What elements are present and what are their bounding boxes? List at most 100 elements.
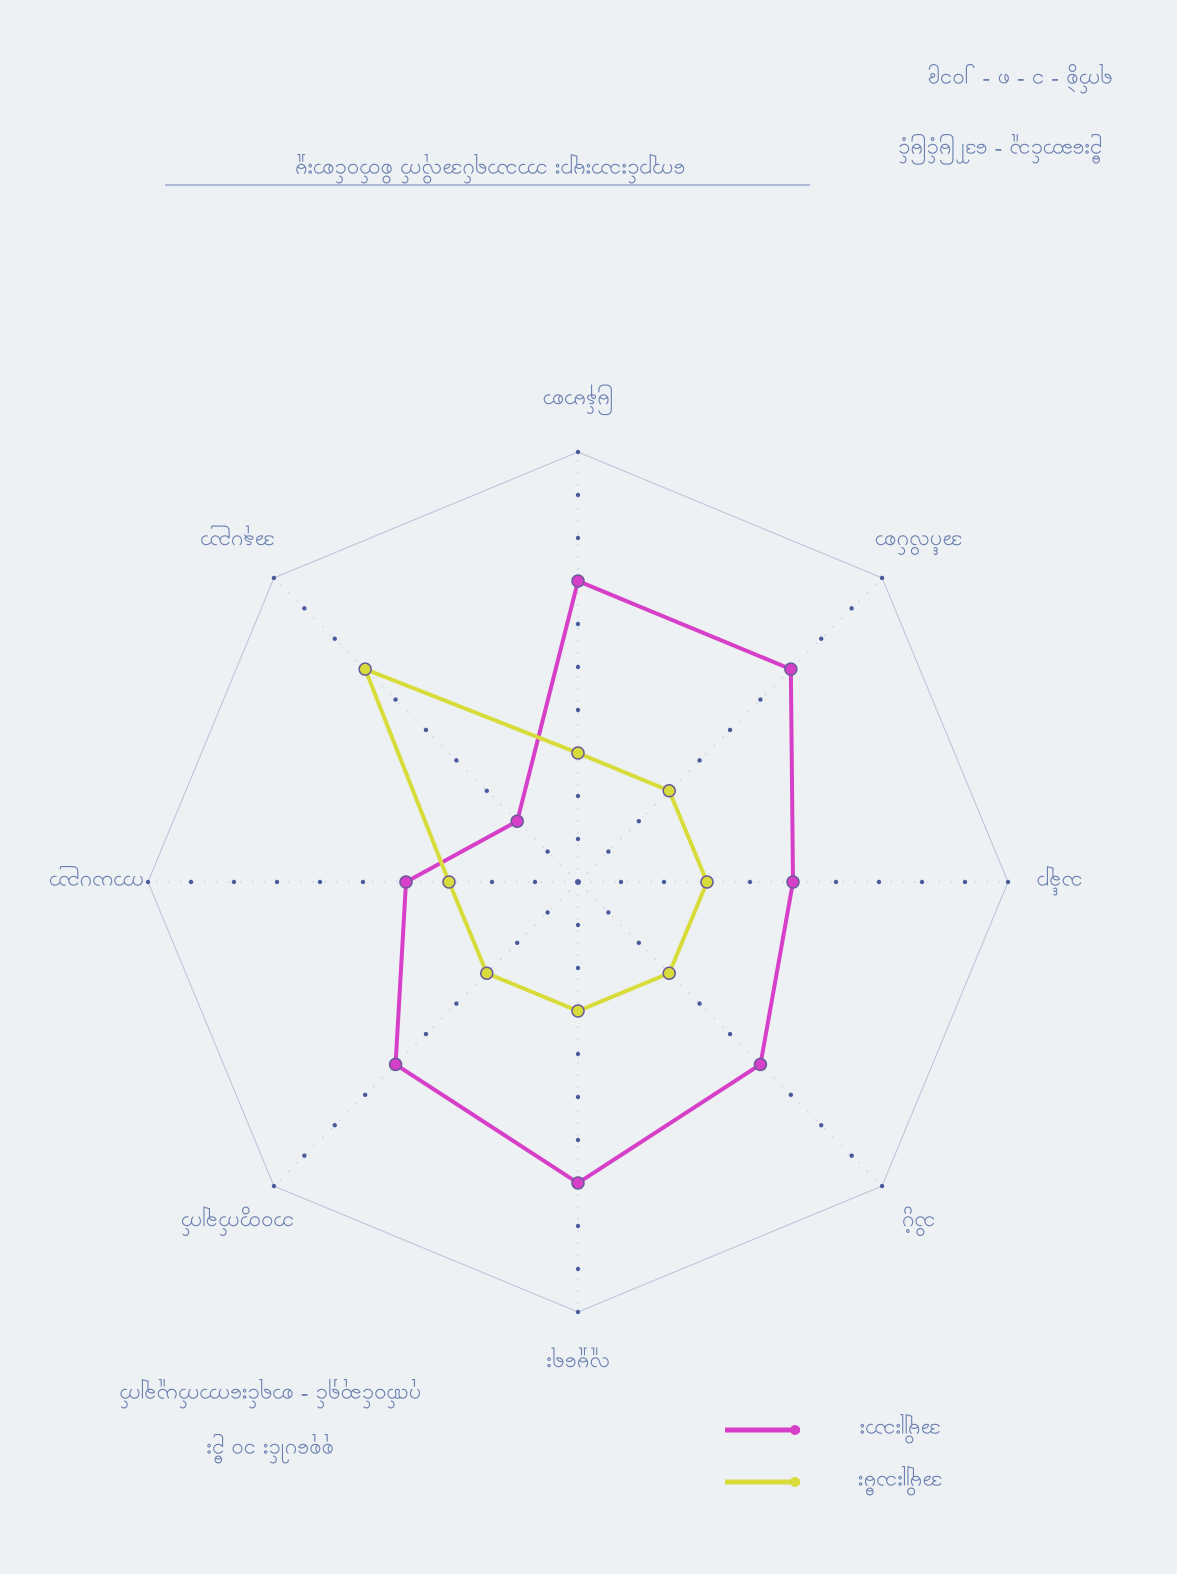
tick-dot — [819, 1123, 823, 1127]
legend-swatch-dot — [790, 1477, 800, 1487]
tick-dot — [619, 880, 623, 884]
tick-dot — [576, 536, 580, 540]
tick-dot — [576, 493, 580, 497]
tick-dot — [545, 849, 549, 853]
tick-dot — [189, 880, 193, 884]
axis-label-group: သိပ္ပံ — [902, 1207, 936, 1237]
tick-dot — [963, 880, 967, 884]
tick-dot — [748, 880, 752, 884]
series-point — [511, 815, 523, 827]
tick-dot — [576, 1310, 580, 1314]
series-point — [572, 1005, 584, 1017]
axis-label: သိပ္ပံ — [902, 1207, 936, 1237]
tick-dot — [393, 697, 397, 701]
tick-dot — [920, 880, 924, 884]
series-point — [663, 967, 675, 979]
tick-dot — [333, 1123, 337, 1127]
tick-dot — [849, 1153, 853, 1157]
tick-dot — [576, 1267, 580, 1271]
series-point — [701, 876, 713, 888]
tick-dot — [697, 758, 701, 762]
note: ဦးဆောင်သူ - ဒေါ်မြင့်မြင့် — [898, 134, 1102, 165]
tick-dot — [490, 880, 494, 884]
tick-dot — [533, 880, 537, 884]
tick-dot — [758, 697, 762, 701]
series-point — [443, 876, 455, 888]
axis-label: အင်္ဂလိပ်စာ — [875, 529, 962, 555]
tick-dot — [728, 1032, 732, 1036]
axis-label-group: အင်္ဂလိပ်စာ — [875, 529, 962, 555]
paper — [0, 0, 1177, 1574]
tick-dot — [789, 1093, 793, 1097]
tick-dot — [302, 1153, 306, 1157]
tick-dot — [146, 880, 150, 884]
tick-dot — [576, 1095, 580, 1099]
tick-dot — [576, 923, 580, 927]
tick-dot — [877, 880, 881, 884]
axis-label: အနုပညာ — [200, 525, 274, 554]
tick-dot — [576, 1052, 580, 1056]
tick-dot — [424, 728, 428, 732]
tick-dot — [272, 1184, 276, 1188]
tick-dot — [697, 1001, 701, 1005]
series-point — [359, 663, 371, 675]
tick-dot — [576, 1224, 580, 1228]
tick-dot — [576, 966, 580, 970]
series-point — [572, 575, 584, 587]
series-point — [787, 876, 799, 888]
tick-dot — [1006, 880, 1010, 884]
axis-label-group: လူမှုရေး — [546, 1348, 609, 1377]
tick-dot — [454, 1001, 458, 1005]
tick-dot — [576, 837, 580, 841]
tick-dot — [275, 880, 279, 884]
tick-dot — [606, 849, 610, 853]
tick-dot — [606, 910, 610, 914]
tick-dot — [333, 637, 337, 641]
axis-label-group: ကာယပညာ — [49, 866, 144, 895]
tick-dot — [576, 622, 580, 626]
tick-dot — [545, 910, 549, 914]
legend-swatch-dot — [790, 1425, 800, 1435]
tick-dot — [576, 708, 580, 712]
tick-dot — [515, 941, 519, 945]
center-dot — [575, 879, 581, 885]
chart-title: ကျောင်းသားများ ဘာသာရပ်အလိုက် စိတ်ဝင်စားမ… — [295, 154, 685, 184]
tick-dot — [363, 1093, 367, 1097]
tick-dot — [576, 794, 580, 798]
series-point — [663, 785, 675, 797]
tick-dot — [576, 665, 580, 669]
tick-dot — [424, 1032, 428, 1036]
footnote: စုစုပေါင်း ၁၀ ဦး — [206, 1434, 333, 1464]
chart: ရက်စွဲ - ၁ - ၈ - ၂၀၁၉ ဦးဆောင်သူ - ဒေါ်မြ… — [0, 0, 1177, 1574]
tick-dot — [576, 1138, 580, 1142]
series-point — [481, 967, 493, 979]
series-point — [572, 1177, 584, 1189]
tick-dot — [834, 880, 838, 884]
axis-label: လူမှုရေး — [546, 1348, 609, 1377]
tick-dot — [361, 880, 365, 884]
axis-label: သင်္ချာ — [1037, 866, 1083, 896]
tick-dot — [637, 941, 641, 945]
tick-dot — [728, 728, 732, 732]
tick-dot — [272, 576, 276, 580]
axis-label-group: မြန်မာစာ — [543, 384, 614, 415]
tick-dot — [819, 637, 823, 641]
tick-dot — [576, 450, 580, 454]
tick-dot — [232, 880, 236, 884]
tick-dot — [662, 880, 666, 884]
tick-dot — [880, 576, 884, 580]
tick-dot — [485, 789, 489, 793]
axis-label: ကာယပညာ — [49, 866, 144, 895]
axis-label: မြန်မာစာ — [543, 384, 614, 415]
series-point — [572, 747, 584, 759]
series-point — [390, 1058, 402, 1070]
tick-dot — [880, 1184, 884, 1188]
tick-dot — [302, 606, 306, 610]
series-point — [785, 663, 797, 675]
tick-dot — [849, 606, 853, 610]
tick-dot — [637, 819, 641, 823]
series-point — [400, 876, 412, 888]
tick-dot — [318, 880, 322, 884]
axis-label-group: အနုပညာ — [200, 525, 274, 554]
series-point — [754, 1058, 766, 1070]
